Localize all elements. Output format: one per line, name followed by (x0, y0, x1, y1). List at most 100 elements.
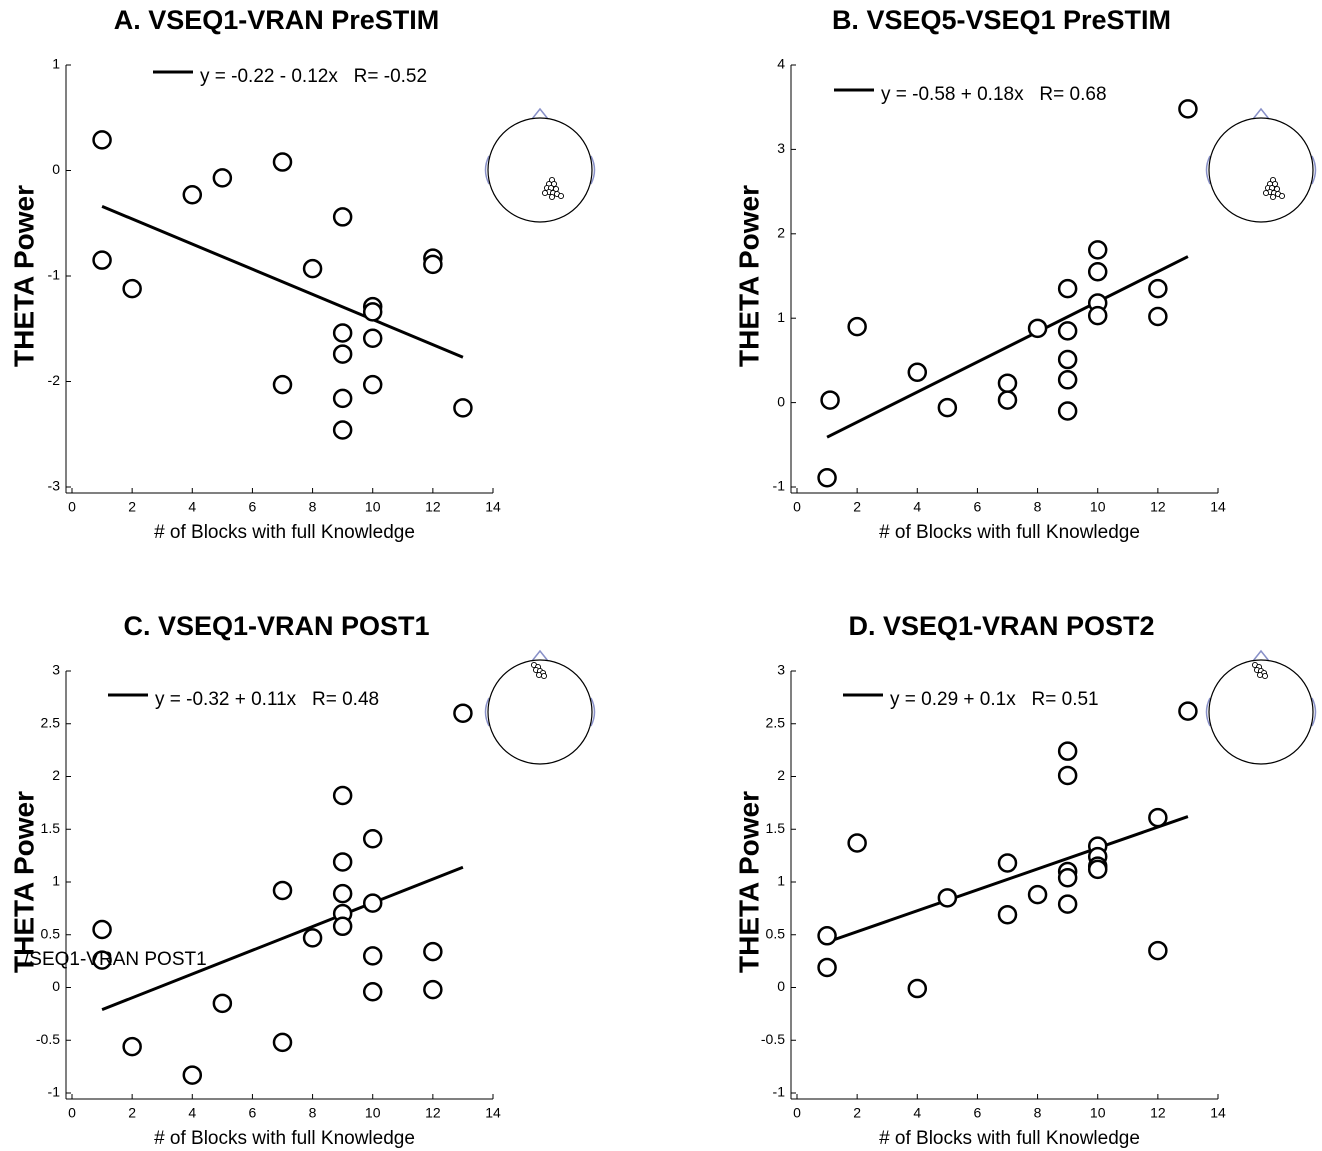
head-map (486, 651, 595, 764)
data-point (1149, 280, 1166, 297)
panel: B. VSEQ5-VSEQ1 PreSTIMTHETA Power# of Bl… (733, 5, 1226, 543)
data-point (1029, 886, 1046, 903)
data-point (1089, 307, 1106, 324)
data-point (1059, 767, 1076, 784)
head-map (1207, 109, 1316, 222)
y-tick-label: 3 (777, 662, 785, 678)
x-tick-label: 10 (365, 499, 381, 515)
data-point (214, 995, 231, 1012)
y-tick-label: 0 (52, 161, 60, 177)
x-tick-label: 8 (1034, 1105, 1042, 1121)
data-point (1089, 861, 1106, 878)
head-outline (488, 118, 592, 222)
data-point (274, 1034, 291, 1051)
y-tick-label: -2 (48, 372, 61, 388)
data-point (334, 853, 351, 870)
data-point (1059, 869, 1076, 886)
x-tick-label: 10 (1090, 499, 1106, 515)
data-point (184, 1067, 201, 1084)
data-point (124, 280, 141, 297)
y-tick-label: 1.5 (41, 820, 61, 836)
y-tick-label: 2.5 (41, 714, 61, 730)
data-point (1059, 403, 1076, 420)
data-point (1089, 263, 1106, 280)
data-point (1059, 371, 1076, 388)
data-point (364, 895, 381, 912)
x-tick-label: 14 (485, 499, 501, 515)
y-tick-label: -0.5 (36, 1031, 60, 1047)
y-tick-label: 0 (52, 978, 60, 994)
legend-label: y = 0.29 + 0.1x R= 0.51 (890, 689, 1099, 710)
data-point (364, 330, 381, 347)
data-point (1149, 809, 1166, 826)
data-point (94, 921, 111, 938)
y-tick-label: 0.5 (41, 925, 61, 941)
x-tick-label: 2 (853, 499, 861, 515)
data-point (334, 422, 351, 439)
x-tick-label: 2 (128, 1105, 136, 1121)
legend-label: y = -0.22 - 0.12x R= -0.52 (200, 66, 427, 87)
x-axis-label: # of Blocks with full Knowledge (879, 1128, 1140, 1149)
y-tick-label: -1 (48, 267, 61, 283)
y-tick-label: 1 (52, 56, 60, 72)
x-tick-label: 6 (249, 1105, 257, 1121)
head-map (1207, 651, 1316, 764)
data-point (999, 392, 1016, 409)
electrode (541, 673, 546, 678)
x-tick-label: 4 (188, 499, 196, 515)
data-point (454, 705, 471, 722)
data-point (1059, 743, 1076, 760)
data-point (124, 1038, 141, 1055)
data-point (364, 376, 381, 393)
chart-title: D. VSEQ1-VRAN POST2 (848, 611, 1154, 641)
x-tick-label: 8 (309, 1105, 317, 1121)
x-tick-label: 14 (1210, 1105, 1226, 1121)
data-point (999, 906, 1016, 923)
electrode (1270, 194, 1275, 199)
x-axis-label: # of Blocks with full Knowledge (879, 522, 1140, 543)
data-point (334, 787, 351, 804)
x-tick-label: 10 (1090, 1105, 1106, 1121)
y-tick-label: 4 (777, 56, 785, 72)
electrode (1262, 673, 1267, 678)
data-point (1029, 320, 1046, 337)
electrode (1279, 193, 1284, 198)
x-tick-label: 0 (68, 1105, 76, 1121)
y-tick-label: 1.5 (766, 820, 786, 836)
y-tick-label: 2 (777, 225, 785, 241)
y-axis-label: THETA Power (8, 185, 39, 367)
x-tick-label: 6 (974, 1105, 982, 1121)
data-point (1059, 280, 1076, 297)
chart-title: B. VSEQ5-VSEQ1 PreSTIM (832, 5, 1171, 35)
data-point (334, 390, 351, 407)
x-tick-label: 6 (249, 499, 257, 515)
x-tick-label: 4 (188, 1105, 196, 1121)
data-point (424, 256, 441, 273)
data-point (304, 260, 321, 277)
y-tick-label: 1 (777, 309, 785, 325)
x-tick-label: 0 (793, 499, 801, 515)
y-tick-label: 3 (52, 662, 60, 678)
y-tick-label: 2 (777, 767, 785, 783)
fit-line (102, 206, 463, 357)
x-axis-label: # of Blocks with full Knowledge (154, 1128, 415, 1149)
data-point (94, 131, 111, 148)
y-tick-label: 1 (777, 873, 785, 889)
x-tick-label: 2 (128, 499, 136, 515)
data-point (454, 399, 471, 416)
data-point (909, 364, 926, 381)
x-tick-label: 4 (913, 1105, 921, 1121)
data-point (1089, 241, 1106, 258)
fit-line (827, 257, 1188, 438)
data-point (819, 927, 836, 944)
data-point (1149, 942, 1166, 959)
data-point (1059, 322, 1076, 339)
data-point (334, 885, 351, 902)
x-tick-label: 10 (365, 1105, 381, 1121)
x-tick-label: 0 (68, 499, 76, 515)
head-map (486, 109, 595, 222)
panel: C. VSEQ1-VRAN POST1THETA Power# of Block… (8, 611, 501, 1149)
electrode (536, 672, 541, 677)
y-tick-label: 0 (777, 393, 785, 409)
